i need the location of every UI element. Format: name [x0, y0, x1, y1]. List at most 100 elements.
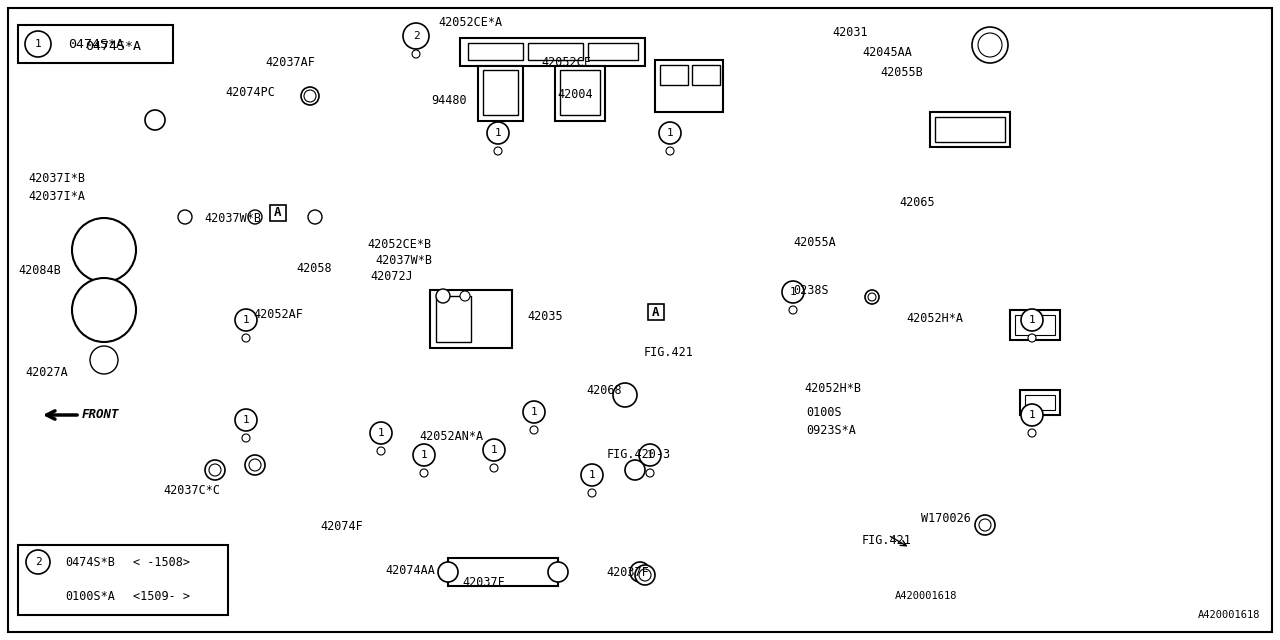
Circle shape	[625, 460, 645, 480]
Circle shape	[666, 147, 675, 155]
Text: 42027A: 42027A	[26, 365, 68, 378]
Text: 42072J: 42072J	[370, 271, 412, 284]
Text: 1: 1	[667, 128, 673, 138]
Text: 42052CF: 42052CF	[541, 56, 591, 68]
Text: 1: 1	[35, 39, 41, 49]
Circle shape	[72, 218, 136, 282]
Circle shape	[868, 293, 876, 301]
Text: 42058: 42058	[296, 262, 332, 275]
Circle shape	[865, 290, 879, 304]
Circle shape	[72, 278, 136, 342]
Bar	[1025, 395, 1055, 410]
Text: 42031: 42031	[832, 26, 868, 38]
Circle shape	[209, 464, 221, 476]
Text: 0474S*B: 0474S*B	[65, 556, 115, 568]
Text: 42052H*B: 42052H*B	[804, 381, 861, 394]
Circle shape	[236, 309, 257, 331]
Text: 1: 1	[490, 445, 498, 455]
Text: 0923S*A: 0923S*A	[806, 424, 856, 436]
Bar	[1015, 315, 1055, 335]
Text: 2: 2	[35, 557, 41, 567]
Bar	[18, 25, 173, 63]
Bar	[448, 558, 558, 586]
Text: A: A	[274, 207, 282, 220]
Circle shape	[613, 383, 637, 407]
Circle shape	[250, 459, 261, 471]
Circle shape	[1021, 404, 1043, 426]
Text: 42055A: 42055A	[794, 236, 836, 248]
Circle shape	[205, 460, 225, 480]
Text: FRONT: FRONT	[82, 408, 119, 422]
Text: 42037F: 42037F	[462, 575, 504, 589]
Circle shape	[84, 230, 124, 270]
Circle shape	[90, 346, 118, 374]
Circle shape	[403, 23, 429, 49]
Bar	[483, 70, 518, 115]
Text: 1: 1	[1029, 315, 1036, 325]
Bar	[1020, 390, 1060, 415]
Circle shape	[490, 464, 498, 472]
Circle shape	[460, 291, 470, 301]
Text: 42037I*A: 42037I*A	[28, 189, 84, 202]
Circle shape	[301, 87, 319, 105]
Text: 42074F: 42074F	[320, 520, 362, 534]
Circle shape	[639, 569, 652, 581]
Bar	[561, 70, 600, 115]
Circle shape	[639, 444, 660, 466]
Text: 1: 1	[494, 128, 502, 138]
Text: 42052AF: 42052AF	[253, 307, 303, 321]
Circle shape	[420, 469, 428, 477]
Circle shape	[581, 464, 603, 486]
Text: 1: 1	[646, 450, 653, 460]
Bar	[692, 65, 719, 85]
Circle shape	[308, 210, 323, 224]
Text: 42052AN*A: 42052AN*A	[419, 429, 483, 442]
Text: W170026: W170026	[922, 511, 970, 525]
Text: 1: 1	[589, 470, 595, 480]
Text: 1: 1	[243, 315, 250, 325]
Text: 1: 1	[243, 415, 250, 425]
Circle shape	[972, 27, 1009, 63]
Bar	[460, 38, 645, 66]
Bar	[655, 60, 723, 112]
Circle shape	[84, 290, 124, 330]
Circle shape	[178, 210, 192, 224]
Text: 42045AA: 42045AA	[861, 45, 911, 58]
Circle shape	[483, 439, 506, 461]
Circle shape	[76, 222, 132, 278]
Circle shape	[242, 434, 250, 442]
Circle shape	[548, 562, 568, 582]
Bar	[588, 43, 637, 60]
Circle shape	[530, 426, 538, 434]
Bar	[1010, 310, 1060, 340]
Circle shape	[630, 562, 650, 582]
Circle shape	[524, 401, 545, 423]
Circle shape	[1021, 309, 1043, 331]
Bar	[430, 290, 512, 348]
Text: 94480: 94480	[431, 93, 467, 106]
Text: 42068: 42068	[586, 383, 622, 397]
Circle shape	[370, 422, 392, 444]
Text: 42055B: 42055B	[881, 65, 923, 79]
Text: 42074AA: 42074AA	[385, 563, 435, 577]
Text: 1: 1	[790, 287, 796, 297]
Circle shape	[412, 50, 420, 58]
Circle shape	[788, 306, 797, 314]
Circle shape	[244, 455, 265, 475]
Text: 1: 1	[378, 428, 384, 438]
Text: 1: 1	[421, 450, 428, 460]
Circle shape	[486, 122, 509, 144]
Circle shape	[978, 33, 1002, 57]
Text: 0100S: 0100S	[806, 406, 842, 419]
Bar	[934, 117, 1005, 142]
Bar	[529, 43, 582, 60]
Circle shape	[413, 444, 435, 466]
Circle shape	[1028, 429, 1036, 437]
Text: 42037AF: 42037AF	[265, 56, 315, 68]
Circle shape	[659, 122, 681, 144]
Circle shape	[975, 515, 995, 535]
Text: 42052H*A: 42052H*A	[906, 312, 963, 324]
Bar	[477, 66, 524, 121]
Text: 2: 2	[412, 31, 420, 41]
Circle shape	[378, 447, 385, 455]
